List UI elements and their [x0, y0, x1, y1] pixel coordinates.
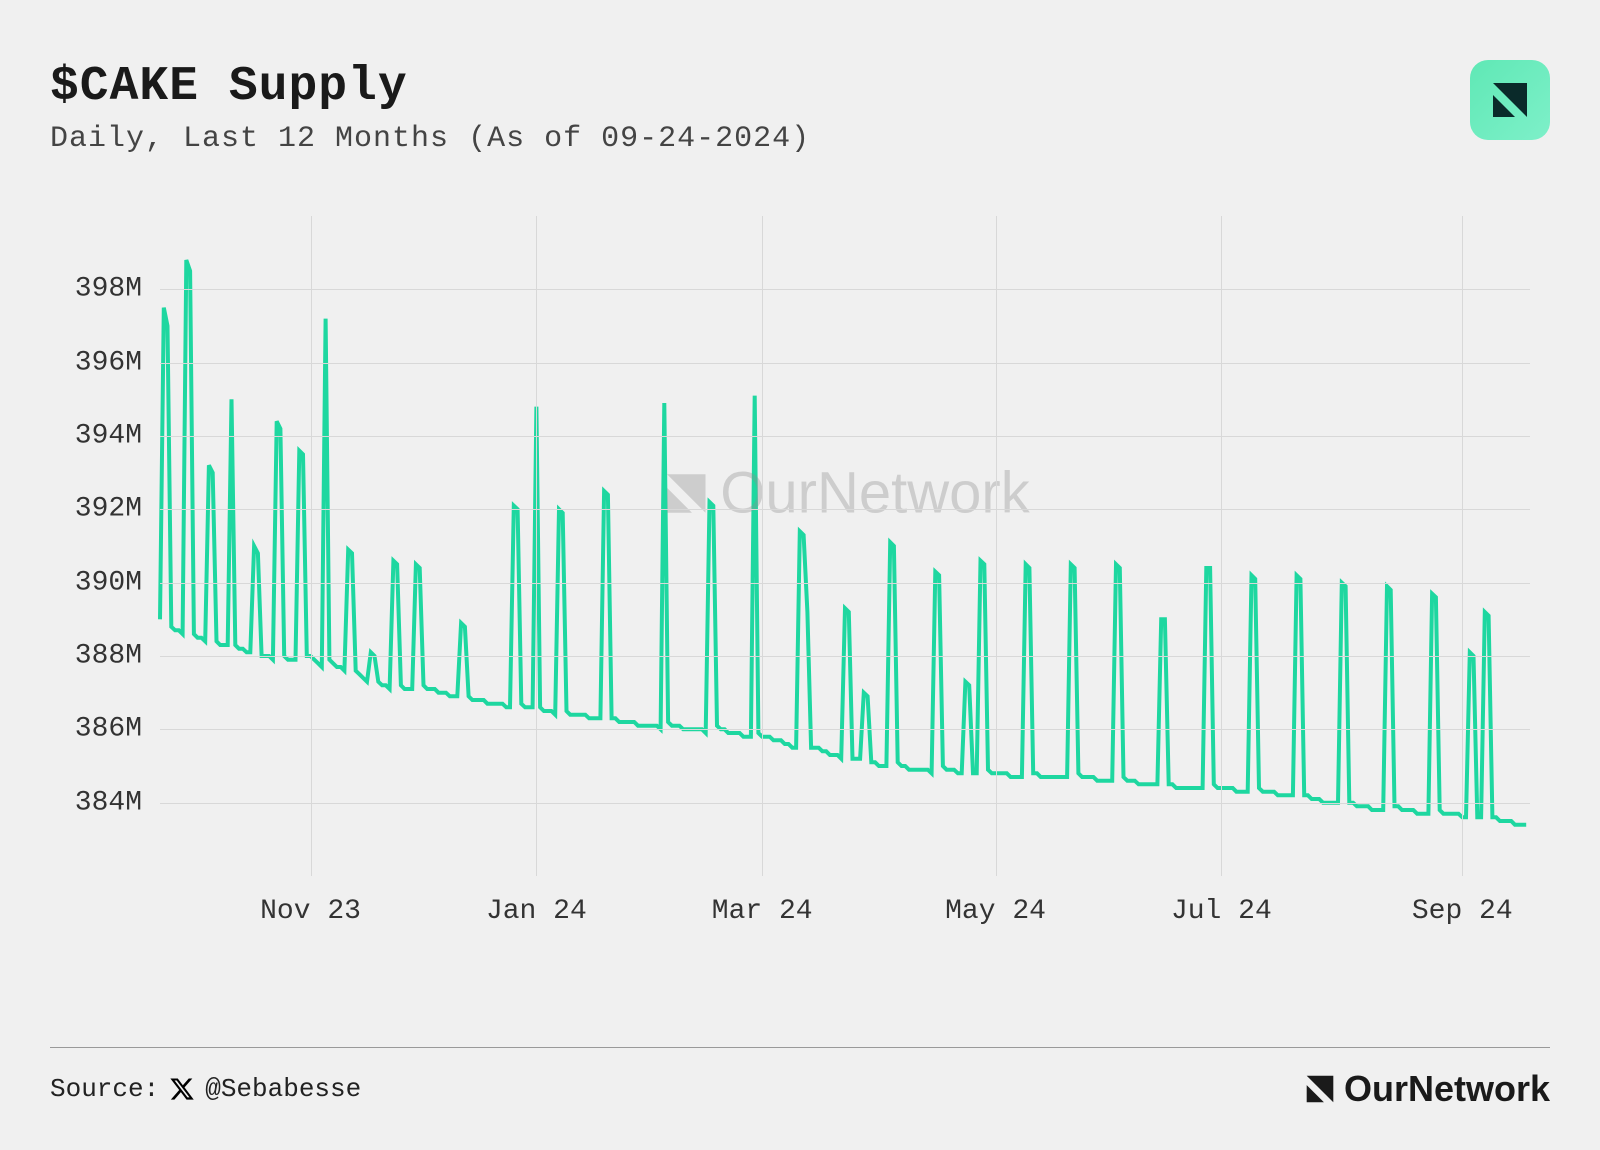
chart-subtitle: Daily, Last 12 Months (As of 09-24-2024) — [50, 122, 810, 156]
y-axis-label: 390M — [75, 567, 142, 598]
chart-header: $CAKE Supply Daily, Last 12 Months (As o… — [50, 60, 1550, 156]
x-axis: Nov 23 Jan 24 Mar 24 May 24 Jul 24 Sep 24 — [160, 886, 1530, 936]
chart-title: $CAKE Supply — [50, 60, 810, 114]
footer-brand: OurNetwork — [1302, 1068, 1550, 1110]
chart-footer: Source: @Sebabesse OurNetwork — [50, 1047, 1550, 1110]
gridline — [160, 509, 1530, 510]
gridline — [160, 729, 1530, 730]
gridline — [160, 656, 1530, 657]
y-axis-label: 398M — [75, 274, 142, 305]
gridline — [160, 803, 1530, 804]
x-axis-label: Jan 24 — [486, 896, 587, 927]
y-axis-label: 392M — [75, 494, 142, 525]
y-axis-label: 384M — [75, 787, 142, 818]
x-axis-label: Jul 24 — [1171, 896, 1272, 927]
x-axis-label: Nov 23 — [260, 896, 361, 927]
y-axis-label: 388M — [75, 641, 142, 672]
x-axis-label: Sep 24 — [1412, 896, 1513, 927]
gridline — [160, 436, 1530, 437]
plot-area: OurNetwork — [160, 216, 1530, 876]
x-axis-label: Mar 24 — [712, 896, 813, 927]
y-axis-label: 394M — [75, 421, 142, 452]
gridline — [160, 363, 1530, 364]
footer-brand-icon — [1302, 1071, 1338, 1107]
y-axis-label: 386M — [75, 714, 142, 745]
y-axis-label: 396M — [75, 347, 142, 378]
title-block: $CAKE Supply Daily, Last 12 Months (As o… — [50, 60, 810, 156]
x-tick — [996, 216, 997, 876]
x-tick — [1462, 216, 1463, 876]
chart-area: 384M 386M 388M 390M 392M 394M 396M 398M OurNetw… — [50, 216, 1550, 936]
line-chart-svg — [160, 216, 1530, 876]
source-handle: @Sebabesse — [205, 1074, 361, 1104]
y-axis: 384M 386M 388M 390M 392M 394M 396M 398M — [50, 216, 150, 876]
x-tick — [311, 216, 312, 876]
x-axis-label: May 24 — [945, 896, 1046, 927]
x-tick — [536, 216, 537, 876]
brand-logo-badge — [1470, 60, 1550, 140]
footer-brand-text: OurNetwork — [1344, 1068, 1550, 1110]
source-attribution: Source: @Sebabesse — [50, 1074, 361, 1104]
source-label: Source: — [50, 1074, 159, 1104]
x-twitter-icon — [169, 1076, 195, 1102]
x-tick — [1221, 216, 1222, 876]
x-tick — [762, 216, 763, 876]
gridline — [160, 583, 1530, 584]
brand-logo-icon — [1487, 77, 1533, 123]
gridline — [160, 289, 1530, 290]
supply-line — [160, 260, 1526, 825]
